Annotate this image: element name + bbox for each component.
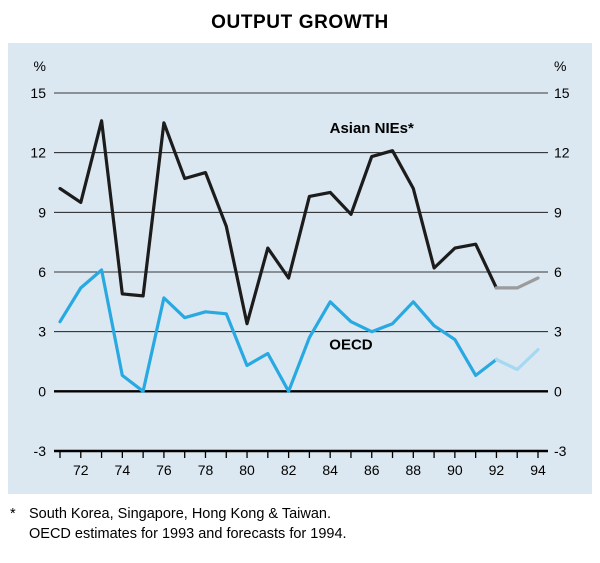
- y-unit-left: %: [34, 58, 46, 74]
- svg-text:86: 86: [364, 462, 380, 478]
- svg-text:72: 72: [73, 462, 89, 478]
- svg-text:12: 12: [30, 145, 46, 161]
- svg-text:82: 82: [281, 462, 297, 478]
- svg-text:6: 6: [38, 264, 46, 280]
- y-gridlines: [54, 92, 548, 453]
- svg-text:3: 3: [554, 324, 562, 340]
- svg-text:12: 12: [554, 145, 570, 161]
- svg-text:88: 88: [406, 462, 422, 478]
- svg-text:6: 6: [554, 264, 562, 280]
- series-label-asian-nies: Asian NIEs*: [330, 120, 414, 137]
- chart-svg: -3 -3 0 0 3 3 6 6 9 9 12 12 15 15% % 72 74 76 78 80 82 84 86 88…: [30, 58, 569, 478]
- footnote-line-1: South Korea, Singapore, Hong Kong & Taiw…: [29, 506, 332, 522]
- x-axis-labels: 72 74 76 78 80 82 84 86 88 90 92 94: [73, 462, 546, 478]
- svg-text:84: 84: [322, 462, 338, 478]
- svg-text:74: 74: [115, 462, 131, 478]
- svg-text:80: 80: [239, 462, 255, 478]
- footnote-line-2: OECD estimates for 1993 and forecasts fo…: [29, 526, 347, 542]
- svg-text:15: 15: [30, 85, 46, 101]
- svg-text:3: 3: [38, 324, 46, 340]
- y-axis-labels: -3 -3 0 0 3 3 6 6 9 9 12 12 15 15%%: [30, 58, 569, 459]
- svg-text:15: 15: [554, 85, 570, 101]
- svg-text:0: 0: [554, 383, 562, 399]
- footnote-marker: *: [10, 506, 16, 522]
- svg-text:0: 0: [38, 383, 46, 399]
- svg-text:-3: -3: [554, 443, 567, 459]
- series-line-oecd: [58, 268, 540, 393]
- svg-text:76: 76: [156, 462, 172, 478]
- svg-text:9: 9: [38, 204, 46, 220]
- svg-text:90: 90: [447, 462, 463, 478]
- svg-text:92: 92: [489, 462, 505, 478]
- svg-text:9: 9: [554, 204, 562, 220]
- series-line-asian-nies: [58, 119, 540, 326]
- y-unit-right: %: [554, 58, 566, 74]
- series-label-oecd: OECD: [329, 337, 373, 354]
- svg-text:78: 78: [198, 462, 214, 478]
- x-ticks: [59, 451, 539, 458]
- svg-text:94: 94: [530, 462, 546, 478]
- chart-title: OUTPUT GROWTH: [211, 12, 389, 33]
- svg-text:-3: -3: [34, 443, 47, 459]
- chart-panel: -3 -3 0 0 3 3 6 6 9 9 12 12 15 15%% 72 74 76 78 80 82 84 86 88…: [8, 43, 592, 494]
- footnote: * South Korea, Singapore, Hong Kong & Ta…: [10, 504, 590, 544]
